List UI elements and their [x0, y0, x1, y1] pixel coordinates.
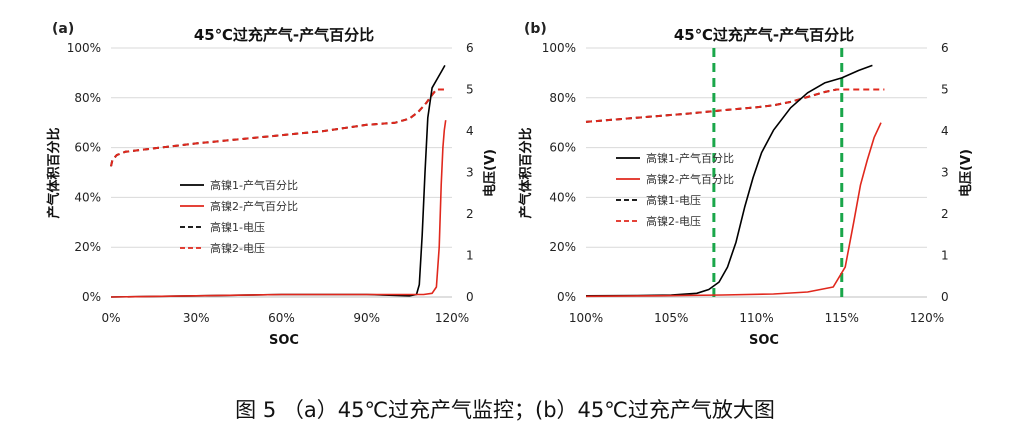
panel-b-legend-label: 高镍1-产气百分比 [646, 151, 734, 165]
panel-a-y-tick-label: 100% [67, 41, 101, 55]
panel-b-title: 45℃过充产气-产气百分比 [674, 26, 854, 44]
panel-b-x-tick-label: 120% [910, 311, 944, 325]
panel-a-series-line [110, 120, 447, 298]
panel-a-x-tick-label: 90% [353, 311, 380, 325]
panel-b-x-tick-label: 100% [569, 311, 603, 325]
panel-b-y-tick-label: 40% [549, 190, 576, 204]
panel-b-y2-tick-label: 1 [941, 249, 949, 263]
panel-b-series-line [585, 88, 885, 123]
panel-b-y2-tick-label: 5 [941, 83, 949, 97]
panel-a-y-tick-label: 80% [74, 91, 101, 105]
panel-b-y2-tick-label: 6 [941, 41, 949, 55]
figure: (a) 45℃过充产气-产气百分比 0%20%40%60%80%100% 012… [46, 21, 974, 348]
panel-a: (a) 45℃过充产气-产气百分比 0%20%40%60%80%100% 012… [46, 21, 498, 348]
panel-a-y-axis-title: 产气体积百分比 [46, 127, 62, 218]
panel-b-y-tick-label: 20% [549, 240, 576, 254]
panel-b-label: (b) [524, 21, 547, 37]
panel-a-y-tick-label: 40% [74, 190, 101, 204]
panel-b-x-tick-label: 105% [654, 311, 688, 325]
panel-b-legend-label: 高镍2-产气百分比 [646, 172, 734, 186]
panel-b-legend-label: 高镍2-电压 [646, 214, 701, 228]
panel-a-legend-label: 高镍2-电压 [210, 241, 265, 255]
panel-a-legend-label: 高镍1-产气百分比 [210, 178, 298, 192]
panel-a-legend-label: 高镍1-电压 [210, 220, 265, 234]
panel-b-y-tick-label: 100% [542, 41, 576, 55]
panel-b-y-axis-title: 产气体积百分比 [518, 127, 534, 218]
panel-b-y2-tick-label: 0 [941, 290, 949, 304]
panel-b-y2-tick-label: 3 [941, 166, 949, 180]
panel-a-title: 45℃过充产气-产气百分比 [194, 26, 374, 44]
panel-b-series-line [585, 88, 837, 123]
panel-a-x-axis-title: SOC [269, 333, 299, 348]
panel-a-legend-label: 高镍2-产气百分比 [210, 199, 298, 213]
panel-a-x-tick-label: 60% [268, 311, 295, 325]
panel-b-x-tick-label: 115% [825, 311, 859, 325]
panel-b-y-tick-label: 0% [557, 290, 576, 304]
panel-a-x-tick-label: 0% [101, 311, 120, 325]
panel-a-label: (a) [52, 21, 74, 37]
panel-b: (b) 45℃过充产气-产气百分比 0%20%40%60%80%100% 012… [518, 21, 974, 348]
panel-b-x-axis-title: SOC [749, 333, 779, 348]
panel-a-y2-tick-label: 5 [466, 83, 474, 97]
panel-b-y-tick-label: 80% [549, 91, 576, 105]
panel-b-series-line [585, 122, 882, 298]
panel-a-y2-tick-label: 6 [466, 41, 474, 55]
panel-a-y2-tick-label: 2 [466, 207, 474, 221]
panel-b-y2-axis-title: 电压(V) [958, 149, 974, 197]
panel-a-y-tick-label: 0% [82, 290, 101, 304]
panel-a-y2-tick-label: 0 [466, 290, 474, 304]
panel-a-x-tick-label: 120% [435, 311, 469, 325]
panel-a-y2-tick-label: 3 [466, 166, 474, 180]
panel-b-y2-tick-label: 2 [941, 207, 949, 221]
panel-a-series-line [110, 88, 447, 167]
panel-b-x-tick-label: 110% [739, 311, 773, 325]
panel-b-legend-label: 高镍1-电压 [646, 193, 701, 207]
panel-b-series-line [585, 64, 873, 297]
panel-a-series-line [110, 88, 438, 167]
panel-a-y2-tick-label: 1 [466, 249, 474, 263]
panel-a-y-tick-label: 20% [74, 240, 101, 254]
panel-a-x-tick-label: 30% [183, 311, 210, 325]
panel-a-y-tick-label: 60% [74, 141, 101, 155]
panel-b-y-tick-label: 60% [549, 141, 576, 155]
figure-caption: 图 5 （a）45℃过充产气监控；(b）45℃过充产气放大图 [235, 398, 775, 422]
panel-b-y2-tick-label: 4 [941, 124, 949, 138]
panel-a-y2-tick-label: 4 [466, 124, 474, 138]
panel-a-y2-axis-title: 电压(V) [482, 149, 498, 197]
